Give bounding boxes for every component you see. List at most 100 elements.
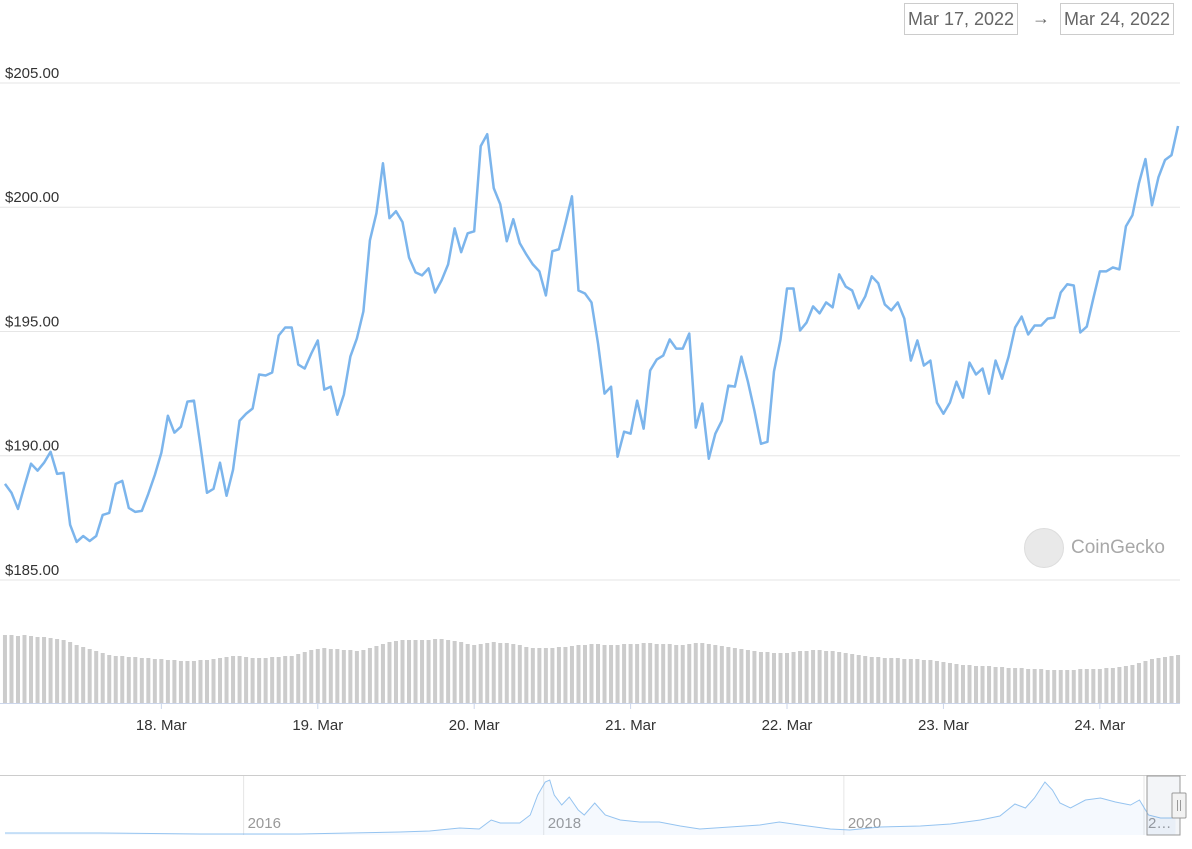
date-to[interactable]: Mar 24, 2022 [1060, 3, 1175, 35]
volume-bar [1163, 657, 1168, 703]
volume-bar [315, 649, 320, 703]
volume-bar [550, 648, 555, 703]
volume-bar [674, 645, 679, 703]
volume-bar [863, 656, 868, 703]
watermark-logo [1024, 528, 1064, 568]
volume-bar [680, 645, 685, 703]
volume-bar [1084, 669, 1089, 703]
volume-bar [778, 653, 783, 703]
volume-bar [1097, 669, 1102, 703]
volume-bar [400, 640, 405, 703]
volume-bar [576, 645, 581, 703]
volume-bar [504, 643, 509, 703]
volume-bar [1136, 663, 1141, 703]
volume-bar [954, 664, 959, 703]
volume-bar [296, 654, 301, 703]
volume-bar [1006, 668, 1011, 703]
volume-bar [1110, 668, 1115, 703]
volume-bar [921, 660, 926, 703]
volume-bar [198, 660, 203, 703]
volume-bar [159, 659, 164, 703]
y-tick-label: $190.00 [5, 438, 59, 455]
volume-bar [1091, 669, 1096, 703]
volume-bar [745, 650, 750, 703]
volume-bar [693, 643, 698, 703]
volume-bar [700, 643, 705, 703]
volume-bar [974, 666, 979, 703]
volume-bar [348, 650, 353, 703]
volume-bar [354, 651, 359, 703]
navigator-tick-label: 2… [1148, 815, 1171, 832]
volume-bar [139, 658, 144, 703]
volume-bar [1045, 670, 1050, 703]
volume-bar [9, 635, 14, 703]
volume-bar [257, 658, 262, 703]
volume-bar [185, 661, 190, 703]
volume-bar [94, 651, 99, 703]
volume-bar [517, 645, 522, 703]
navigator-tick-label: 2016 [248, 815, 281, 832]
volume-bar [569, 646, 574, 703]
volume-bar [465, 644, 470, 703]
volume-bar [263, 658, 268, 703]
volume-bar [165, 660, 170, 703]
volume-bar [283, 656, 288, 703]
volume-bar [791, 652, 796, 703]
volume-bar [1104, 668, 1109, 703]
volume-bar [335, 649, 340, 703]
volume-bar [100, 653, 105, 703]
volume-bar [967, 665, 972, 703]
volume-bar [393, 641, 398, 703]
volume-bar [15, 636, 20, 703]
volume-bar [882, 658, 887, 703]
volume-bar [81, 647, 86, 703]
volume-bar [55, 639, 60, 703]
volume-bar [713, 645, 718, 703]
volume-bar [270, 657, 275, 703]
watermark: CoinGecko [1024, 528, 1165, 568]
volume-bar [452, 641, 457, 703]
volume-bar [29, 636, 34, 703]
volume-bar [439, 639, 444, 703]
y-tick-label: $200.00 [5, 189, 59, 206]
volume-bar [322, 648, 327, 703]
volume-bar [543, 648, 548, 703]
volume-bar [87, 649, 92, 703]
volume-bar [530, 648, 535, 703]
volume-bar [765, 652, 770, 703]
volume-bar [980, 666, 985, 703]
volume-bar [1019, 668, 1024, 703]
volume-bar [35, 637, 40, 703]
volume-bar [1013, 668, 1018, 703]
volume-bar [876, 657, 881, 703]
volume-bar [328, 649, 333, 703]
volume-bar [654, 644, 659, 703]
volume-bar [987, 666, 992, 703]
volume-bar [42, 637, 47, 703]
volume-bar [446, 640, 451, 703]
volume-bar [947, 663, 952, 703]
volume-bar [732, 648, 737, 703]
volume-bar [1058, 670, 1063, 703]
volume-bar [1130, 665, 1135, 703]
volume-bar [941, 662, 946, 703]
volume-bar [719, 646, 724, 703]
navigator-area [5, 780, 1176, 835]
date-from[interactable]: Mar 17, 2022 [904, 3, 1019, 35]
volume-bar [1123, 666, 1128, 703]
volume-bar [361, 650, 366, 703]
volume-bar [74, 645, 79, 703]
volume-bar [237, 656, 242, 703]
volume-bar [785, 653, 790, 703]
volume-bar [537, 648, 542, 703]
volume-bar [908, 659, 913, 703]
volume-bar [739, 649, 744, 703]
volume-bar [843, 653, 848, 703]
volume-bar [413, 640, 418, 703]
x-tick-label: 18. Mar [136, 717, 187, 734]
volume-bar [635, 644, 640, 703]
volume-bar [628, 644, 633, 703]
volume-bar [289, 656, 294, 703]
volume-bar [2, 635, 7, 703]
volume-bar [1169, 656, 1174, 703]
